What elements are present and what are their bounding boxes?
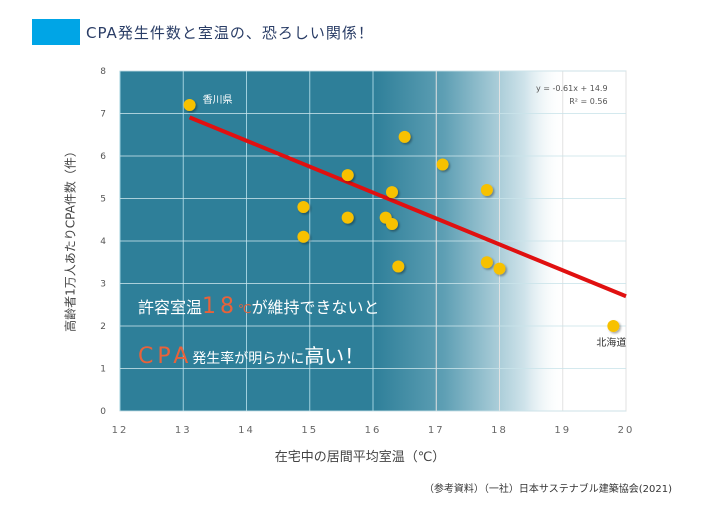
data-point-label: 香川県 <box>203 94 233 106</box>
y-axis-label: 高齢者1万人あたりCPA件数（件） <box>63 145 78 332</box>
y-tick-label: 5 <box>100 195 106 205</box>
regression-equation: y = -0.61x + 14.9 <box>536 84 608 93</box>
data-point <box>480 184 493 196</box>
y-tick-label: 2 <box>100 322 106 332</box>
title-accent-block <box>32 19 80 45</box>
y-tick-label: 3 <box>100 280 106 290</box>
y-tick-label: 4 <box>100 237 106 247</box>
data-point <box>398 130 411 143</box>
data-point <box>183 99 196 111</box>
y-tick-label: 1 <box>100 365 106 375</box>
x-axis-label: 在宅中の居間平均室温（℃） <box>274 450 446 465</box>
regression-annotation: y = -0.61x + 14.9 R² = 0.56 <box>536 82 608 108</box>
x-tick-label: 13 <box>175 425 192 436</box>
x-tick-label: 14 <box>238 425 255 436</box>
callout-suffix: が維持できないと <box>251 298 380 317</box>
y-tick-label: 7 <box>100 110 106 120</box>
regression-r2: R² = 0.56 <box>569 97 608 106</box>
callout-prefix: 許容室温 <box>138 298 203 317</box>
y-tick-label: 6 <box>100 152 106 162</box>
x-tick-label: 15 <box>301 425 318 436</box>
callout-cpa: CPA <box>138 344 193 369</box>
data-point <box>341 211 354 224</box>
callout-line-2: CPA発生率が明らかに高い！ <box>138 340 364 369</box>
page-title: CPA発生件数と室温の、恐ろしい関係！ <box>86 24 374 42</box>
data-point <box>607 320 620 332</box>
x-tick-label: 17 <box>428 425 445 436</box>
x-tick-label: 19 <box>554 425 571 436</box>
x-tick-label: 16 <box>365 425 382 436</box>
data-point <box>297 230 310 243</box>
callout-exclaim: ！ <box>344 344 365 368</box>
callout-mid: 発生率が明らかに <box>192 351 305 367</box>
callout-temperature: 18 <box>202 294 239 319</box>
x-tick-label: 20 <box>618 425 635 436</box>
data-point <box>297 201 310 213</box>
data-point <box>493 262 506 275</box>
y-tick-label: 0 <box>100 407 106 417</box>
data-point <box>392 260 405 273</box>
data-point <box>341 169 354 182</box>
callout-high: 高い <box>304 344 345 368</box>
data-point-label: 北海道 <box>596 336 626 349</box>
trend-line <box>188 115 627 299</box>
y-tick-label: 8 <box>100 67 106 77</box>
callout-unit: ℃ <box>238 302 252 316</box>
x-tick-label: 18 <box>491 425 508 436</box>
data-point <box>436 158 449 171</box>
data-point <box>385 186 398 199</box>
x-tick-label: 12 <box>112 425 129 436</box>
data-point <box>480 256 493 269</box>
source-citation: （参考資料）（一社）日本サステナブル建築協会(2021) <box>423 484 672 495</box>
data-point <box>385 218 398 230</box>
callout-line-1: 許容室温18℃が維持できないと <box>138 294 380 319</box>
